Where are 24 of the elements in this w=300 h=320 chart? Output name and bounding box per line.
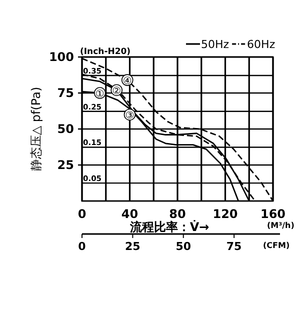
legend-label: 50Hz [201,38,230,51]
x-tick-label: 120 [212,207,238,221]
x2-tick-label: 75 [226,240,242,253]
annotation: ③ [125,110,134,122]
x-tick-label: 80 [169,207,186,221]
y-tick-label: 75 [57,86,74,100]
y2-axis-title: (Inch-H20) [80,47,131,57]
y-axis-title: 静态压△ pf(Pa) [29,86,43,172]
x-tick-label: 0 [78,207,86,221]
y-tick-label: 25 [57,158,74,172]
x2-tick-label: 25 [125,240,140,253]
x2-tick-label: 0 [78,240,86,253]
annotation: ② [112,86,122,98]
legend-label: 60Hz [247,38,276,51]
y-tick-label: 100 [48,50,74,64]
y-tick-label: 50 [57,122,74,136]
annotation: ① [95,89,104,100]
x-tick-label: 160 [260,207,286,221]
annotation: ④ [122,76,132,88]
x-tick-label: 40 [121,207,138,221]
x2-tick-label: 50 [176,240,192,253]
x-axis-title: 流程比率：V̇→ [128,220,210,234]
x2-axis-title: (CFM) [263,241,290,250]
text: (M³/h) [267,221,294,230]
